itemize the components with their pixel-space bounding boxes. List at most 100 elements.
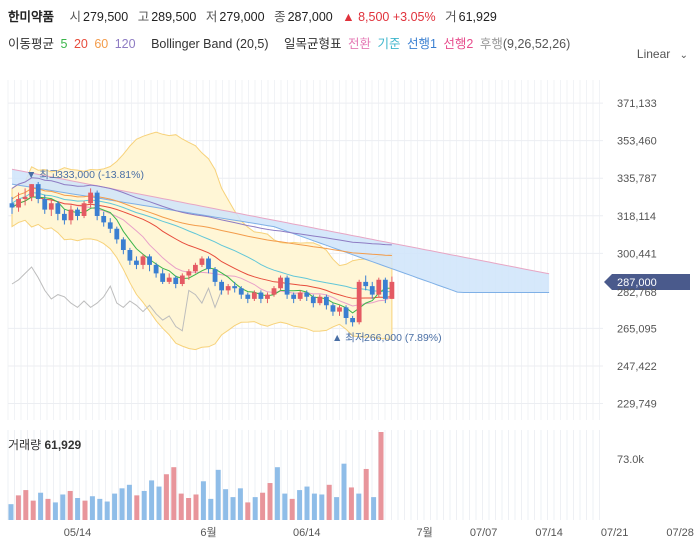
volume-bar (75, 498, 81, 520)
low-value: 279,000 (219, 10, 265, 24)
volume-bar (274, 467, 280, 520)
candle-body (153, 264, 159, 274)
volume-bar (119, 488, 125, 520)
candle-body (193, 264, 198, 272)
candle-body (343, 307, 349, 318)
volume-bar (134, 495, 140, 520)
volume-bar (371, 497, 377, 520)
volume-bar (304, 486, 310, 520)
x-axis-ticks: 05/14 6월 06/14 7월 07/07 07/14 07/21 07/28 (64, 526, 694, 539)
bollinger-label[interactable]: Bollinger Band (20,5) (151, 37, 269, 51)
volume-bar (289, 498, 295, 520)
change-pct: +3.05% (392, 10, 436, 24)
candles (9, 182, 395, 327)
y-tick-label: 318,114 (617, 211, 656, 223)
candle-body (297, 292, 303, 299)
candle-body (42, 199, 48, 210)
candle-body (22, 196, 28, 199)
candle-body (251, 292, 257, 299)
volume-bar (260, 492, 266, 520)
volume-bar (38, 492, 44, 520)
x-tick-label: 05/14 (64, 527, 92, 539)
volume-bar (348, 487, 354, 520)
indicator-legend: 이동평균 5 20 60 120 Bollinger Band (20,5) 일… (8, 33, 573, 52)
volume-bar (252, 497, 258, 520)
candle-body (120, 239, 126, 250)
volume-bar (178, 493, 184, 520)
candle-body (324, 296, 329, 306)
current-price-text: 287,000 (617, 277, 657, 289)
volume-bar (163, 474, 169, 520)
candle-body (238, 288, 244, 295)
volume-bar (30, 500, 36, 520)
ma5-label: 5 (60, 37, 68, 51)
ma60-label: 60 (94, 37, 109, 51)
candle-body (88, 192, 93, 204)
scale-dropdown[interactable]: Linear ⌄ (637, 47, 688, 61)
candle-body (35, 184, 41, 199)
y-tick-label: 265,095 (617, 323, 657, 335)
candle-body (134, 260, 139, 265)
candle-body (369, 286, 375, 295)
scale-label: Linear (636, 47, 671, 61)
volume-bar (378, 432, 384, 520)
candle-body (101, 216, 107, 223)
candle-body (9, 203, 15, 208)
volume-bar (319, 494, 325, 520)
tenkan-label: 전환 (347, 37, 371, 51)
candle-body (363, 281, 369, 287)
candle-body (278, 277, 283, 289)
close-value: 287,000 (287, 10, 333, 24)
volume-panel-label: 거래량 61,929 (8, 436, 81, 453)
volume-bar (97, 498, 103, 520)
volume-bar (326, 484, 332, 520)
candle-body (55, 203, 61, 214)
low-annotation-value: 266,000 (7.89%) (364, 332, 442, 344)
volume-bar (282, 493, 288, 520)
x-tick-label: 07/07 (470, 527, 498, 539)
volume-bar (45, 498, 51, 520)
volume-bar (126, 484, 132, 520)
y-axis-ticks: 371,133 353,460 335,787 318,114 300,441 265,0… (617, 98, 657, 410)
ichimoku-label[interactable]: 일목균형표 (283, 37, 342, 51)
candle-body (310, 296, 316, 304)
price-header: 한미약품 시 279,500 고 289,500 저 279,000 종 287,000… (8, 6, 503, 25)
bollinger-band (11, 131, 393, 351)
candle-body (232, 286, 238, 289)
ma-label[interactable]: 이동평균 (8, 37, 55, 51)
candle-body (350, 318, 355, 323)
candle-body (48, 203, 54, 210)
volume-bar (149, 480, 155, 520)
close-label: 종 (274, 10, 286, 24)
high-value: 289,500 (151, 10, 197, 24)
candle-body (94, 192, 100, 216)
volume-bar (141, 490, 147, 520)
volume-bar (186, 498, 192, 520)
candle-body (127, 250, 133, 261)
y-tick-label: 229,749 (617, 399, 657, 411)
volume-bar (60, 494, 66, 520)
volume-bar (356, 493, 362, 520)
candle-body (284, 277, 290, 295)
candle-body (81, 203, 87, 216)
low-annotation-prefix: ▲ 최저 (332, 332, 365, 344)
candle-body (199, 258, 205, 265)
hidden-y-tick: 282,768 (617, 287, 657, 299)
chikou-label: 후행 (479, 37, 503, 51)
candle-body (75, 209, 80, 216)
volume-bars (8, 432, 384, 520)
ichimoku-params: (9,26,52,26) (502, 37, 571, 51)
volume-bar (341, 463, 347, 520)
candle-body (317, 296, 323, 304)
volume-bar (15, 495, 21, 520)
volume-bar (267, 483, 273, 520)
candle-body (330, 305, 336, 312)
volume-bar (230, 497, 236, 520)
volume-bar (297, 490, 303, 520)
high-label: 고 (137, 10, 150, 24)
candle-body (140, 256, 146, 265)
volume-bar (156, 486, 162, 520)
volume-panel-value: 61,929 (44, 438, 82, 452)
volume-bar (334, 497, 340, 520)
